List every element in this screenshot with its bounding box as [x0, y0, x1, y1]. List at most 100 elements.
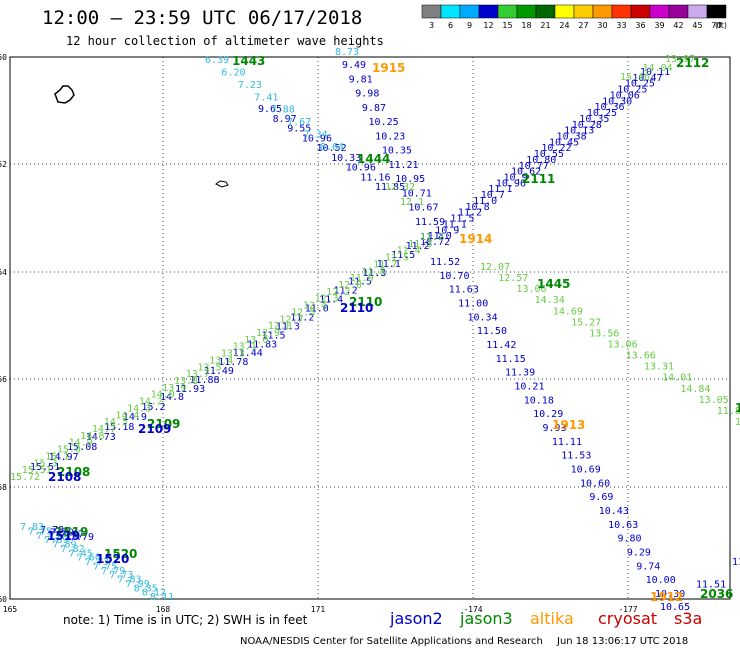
wave-height-value: 15.2 — [141, 402, 165, 413]
wave-height-value: 7.60 — [77, 553, 101, 564]
satellite-name-jason3: jason3 — [459, 609, 513, 628]
wave-height-value: 13.3 — [735, 417, 740, 428]
legend-swatch — [535, 4, 556, 19]
wave-height-value: 10.96 — [346, 163, 376, 174]
wave-height-value: 7.88 — [271, 105, 295, 116]
wave-height-value: 11.16 — [360, 172, 390, 183]
wave-height-value: 14.8 — [160, 392, 184, 403]
wave-height-value: 13.05 — [699, 395, 729, 406]
wave-height-value: 9.81 — [349, 74, 373, 85]
wave-height-value: 11.83 — [247, 339, 277, 350]
auckland-islands-shape — [54, 85, 75, 104]
wave-height-value: 10.8 — [466, 202, 490, 213]
wave-height-value: 10.25 — [369, 117, 399, 128]
wave-height-value: 10.47 — [632, 73, 662, 84]
satellite-name-cryosat: cryosat — [598, 609, 657, 628]
satellite-name-altika: altika — [530, 609, 574, 628]
legend-label: 39 — [654, 21, 664, 30]
legend-label: 24 — [559, 21, 569, 30]
map-title: 12:00 — 23:59 UTC 06/17/2018 — [42, 7, 362, 29]
wave-height-value: 10.77 — [519, 161, 549, 172]
wave-height-color-legend: 3 6 9 12 15 18 21 24 27 30 33 36 39 42 45 70(ft) — [421, 4, 727, 30]
wave-height-value: 10.95 — [395, 174, 425, 185]
longitude-label: 171 — [311, 605, 326, 614]
wave-height-value: 14.2 — [139, 397, 163, 408]
wave-height-value: 13.06 — [516, 284, 546, 295]
wave-height-value: 14.8 — [80, 431, 104, 442]
wave-height-value: 11.51 — [696, 580, 726, 591]
track-jason2-1915: 9.49 9.81 9.98 9.87 10.25 10.23 10.35 11.21 10.9… — [342, 60, 445, 228]
orbit-label: 1913 — [552, 418, 585, 432]
wave-height-value: 13.5 — [197, 362, 221, 373]
wave-height-value: 10.33 — [331, 153, 361, 164]
legend-label: 9 — [467, 21, 472, 30]
wave-height-value: 10.52 — [317, 143, 347, 154]
wave-height-value: 11.2 — [406, 241, 430, 252]
legend-swatch — [592, 4, 613, 19]
track-jason3-1444: 12.32 12.1 — [385, 182, 424, 208]
wave-height-value: 10.65 — [660, 602, 690, 613]
legend-label: 15 — [502, 21, 512, 30]
wave-height-value: 12.0 — [338, 280, 362, 291]
wave-height-value: 8.11 — [150, 592, 174, 603]
legend-swatch — [421, 4, 442, 19]
longitude-label: -177 — [618, 605, 637, 614]
wave-height-value: 7.23 — [238, 80, 262, 91]
track-cyan-1519: 7.837.757.737.897.897.827.457.607.737.75… — [20, 522, 174, 603]
orbit-label: 1520 — [96, 552, 129, 566]
legend-swatch — [573, 4, 594, 19]
wave-height-value: 7.79 — [50, 527, 74, 538]
wave-height-value: 14.84 — [680, 384, 710, 395]
wave-height-value: 7.79 — [101, 566, 125, 577]
legend-swatch — [687, 4, 708, 19]
wave-height-value: 10.25 — [587, 108, 617, 119]
legend-swatch — [649, 4, 670, 19]
legend-swatch — [630, 4, 651, 19]
wave-height-value: 14.9 — [123, 412, 147, 423]
wave-height-value: 13.97 — [665, 54, 695, 65]
wave-height-value: 9.49 — [342, 60, 366, 71]
orbit-label: 2108 — [48, 470, 81, 484]
wave-height-value: 11.87 — [717, 406, 740, 417]
wave-height-value: 14.0 — [151, 390, 175, 401]
track-jason2-2110: 11.9311.8811.4911.7811.4411.8311.511.311… — [175, 232, 444, 395]
orbit-label: 1 — [735, 401, 740, 415]
wave-height-value: 10.70 — [439, 271, 469, 282]
latitude-label: -58 — [0, 483, 7, 492]
wave-height-value: 10.43 — [599, 506, 629, 517]
wave-height-value: 7.34 — [304, 130, 328, 141]
wave-height-value: 11.59 — [415, 217, 445, 228]
orbit-label: 1520 — [104, 547, 137, 561]
wave-height-value: 9.55 — [287, 124, 311, 135]
wave-height-value: 10.62 — [511, 167, 541, 178]
wave-height-value: 10.45 — [549, 137, 579, 148]
wave-height-value: 13.66 — [626, 351, 656, 362]
map-subtitle: 12 hour collection of altimeter wave hei… — [66, 34, 384, 48]
wave-height-value: 11.88 — [189, 375, 219, 386]
wave-height-value: 10.06 — [610, 90, 640, 101]
wave-height-value: 11.0 — [305, 304, 329, 315]
longitude-label: 168 — [156, 605, 171, 614]
wave-height-value: 10.67 — [408, 203, 438, 214]
wave-height-value: 11.63 — [449, 285, 479, 296]
wave-height-value: 11.39 — [505, 368, 535, 379]
wave-height-value: 12.8 — [268, 321, 292, 332]
wave-height-value: 11.5 — [450, 214, 474, 225]
legend-label: 3 — [429, 21, 434, 30]
wave-height-value: 14.97 — [49, 452, 79, 463]
legend-label: 33 — [616, 21, 626, 30]
orbit-label: 1444 — [357, 152, 390, 166]
wave-height-value: 14.01 — [662, 373, 692, 384]
wave-height-value: 15.18 — [104, 422, 134, 433]
legend-label: 45 — [692, 21, 702, 30]
orbit-label: 1445 — [537, 277, 570, 291]
legend-swatch — [459, 4, 480, 19]
wave-height-value: 15.51 — [30, 462, 60, 473]
wave-height-value: 11.2 — [334, 286, 358, 297]
satellite-name-jason2: jason2 — [389, 609, 443, 628]
wave-height-value: 12.1 — [400, 197, 424, 208]
wave-height-value: 11.2 — [420, 232, 444, 243]
wave-height-value: 14.34 — [535, 295, 565, 306]
legend-swatch — [516, 4, 537, 19]
latitude-label: -60 — [0, 595, 7, 604]
